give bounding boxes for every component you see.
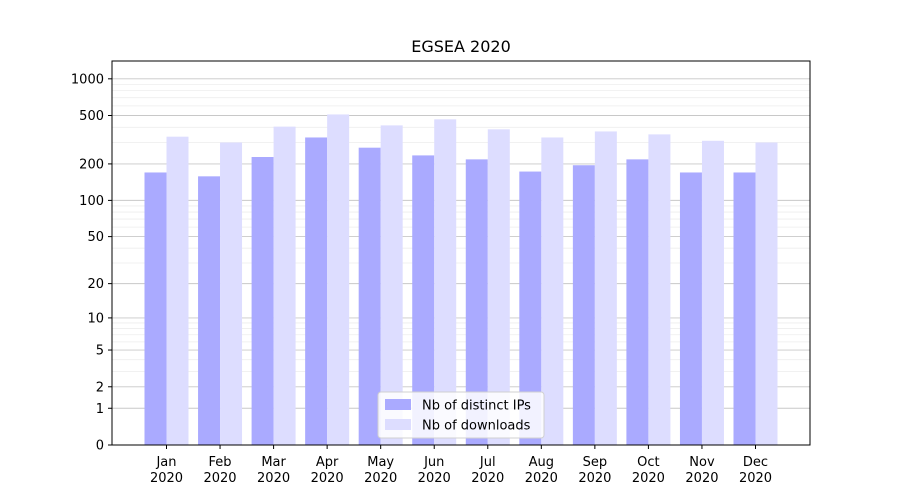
plot-frame — [111, 60, 811, 446]
y-tick-label: 1000 — [71, 72, 104, 87]
bar-downloads — [380, 125, 403, 446]
x-tick-label: Jul 2020 — [471, 455, 504, 486]
bar-downloads — [701, 140, 724, 445]
bar-downloads — [594, 131, 617, 445]
legend-swatch — [385, 419, 411, 430]
bar-distinct-ips — [144, 172, 167, 445]
bar-downloads — [648, 134, 671, 445]
bar-distinct-ips — [251, 156, 274, 446]
x-tick-label: Aug 2020 — [525, 455, 558, 486]
x-tick-label: Mar 2020 — [257, 455, 290, 486]
y-axis: 0 1 2 5 10 20 50 100 200 500 1000 — [71, 72, 112, 454]
legend: Nb of distinct IPs Nb of downloads — [377, 391, 545, 439]
chart-title: EGSEA 2020 — [411, 37, 511, 56]
x-tick-label: Nov 2020 — [685, 455, 718, 486]
x-tick-label: Apr 2020 — [311, 455, 344, 486]
x-tick-label: Jun 2020 — [418, 455, 451, 486]
bar-downloads — [220, 142, 243, 445]
y-tick-label: 20 — [87, 277, 104, 292]
x-tick-label: Dec 2020 — [739, 455, 772, 486]
y-tick-label: 2 — [96, 380, 104, 395]
bar-downloads — [541, 137, 564, 445]
bar-distinct-ips — [198, 176, 221, 445]
x-tick-label: Sep 2020 — [578, 455, 611, 486]
legend-label: Nb of distinct IPs — [422, 399, 531, 414]
bars — [144, 114, 778, 446]
x-tick-label: Feb 2020 — [203, 455, 236, 486]
bar-distinct-ips — [519, 171, 542, 445]
legend-swatch — [385, 399, 411, 410]
bar-distinct-ips — [572, 165, 595, 445]
bar-distinct-ips — [679, 172, 702, 445]
bar-downloads — [434, 119, 457, 446]
bar-distinct-ips — [412, 155, 435, 445]
y-tick-label: 0 — [96, 439, 104, 454]
y-tick-label: 10 — [87, 311, 104, 326]
bar-distinct-ips — [305, 137, 328, 445]
y-tick-label: 5 — [96, 344, 104, 359]
bar-distinct-ips — [626, 159, 649, 446]
bar-downloads — [327, 114, 350, 445]
bar-distinct-ips — [733, 172, 756, 445]
y-tick-label: 100 — [79, 194, 104, 209]
legend-box — [377, 391, 545, 439]
bar-downloads — [273, 126, 296, 445]
bar-distinct-ips — [465, 159, 488, 446]
legend-label: Nb of downloads — [422, 419, 531, 434]
y-tick-label: 200 — [79, 157, 104, 172]
bar-downloads — [487, 129, 510, 445]
y-tick-label: 500 — [79, 109, 104, 124]
y-tick-label: 50 — [87, 230, 104, 245]
x-tick-label: May 2020 — [364, 455, 397, 486]
bar-distinct-ips — [358, 147, 381, 446]
bar-downloads — [755, 142, 778, 445]
x-axis: Jan 2020 Feb 2020 Mar 2020 Apr 2020 May 2020 Jun 20… — [150, 445, 772, 486]
bar-downloads — [166, 136, 189, 445]
y-tick-label: 1 — [96, 402, 104, 417]
x-tick-label: Oct 2020 — [632, 455, 665, 486]
x-tick-label: Jan 2020 — [150, 455, 183, 486]
